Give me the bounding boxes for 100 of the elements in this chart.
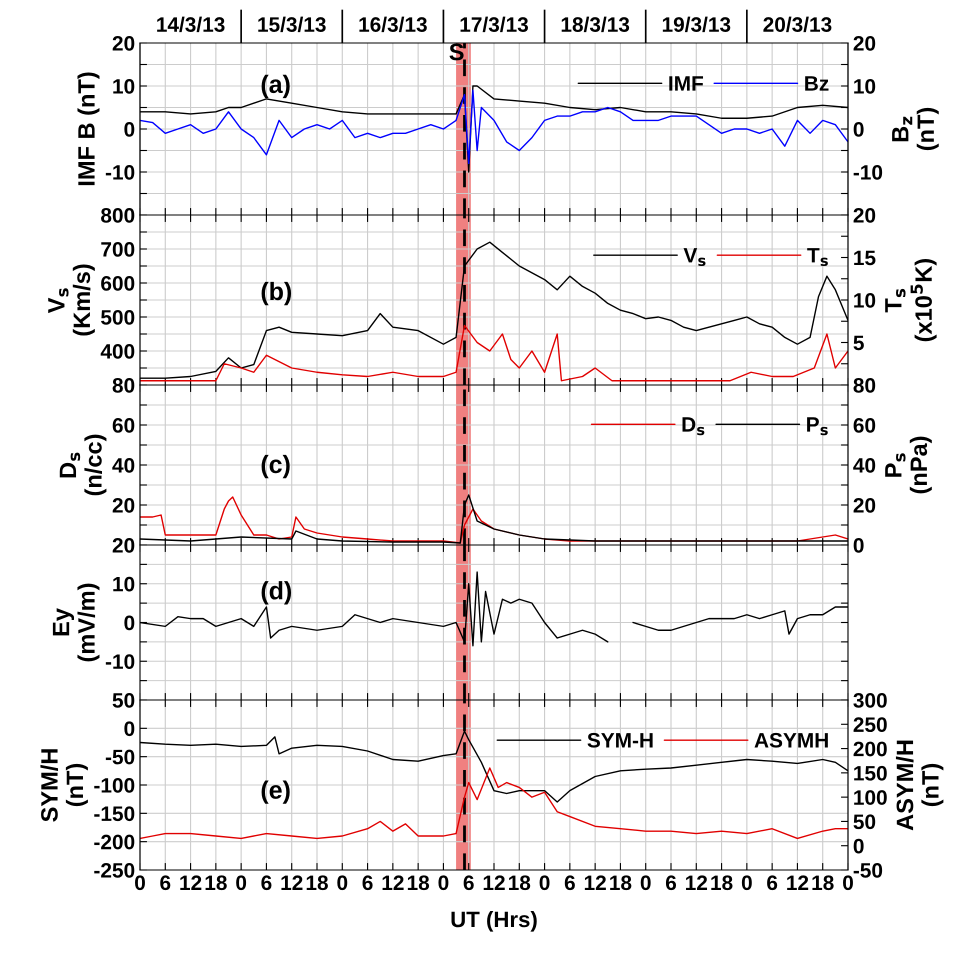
y2-tick-label: 20: [854, 208, 876, 223]
legend-label: V$_{s}$: [684, 248, 706, 266]
y-axis-title: SYM/H (nT): [40, 749, 88, 822]
x2-tick-label: 17/3/13: [460, 16, 528, 32]
y2-tick-label: 300: [853, 693, 887, 708]
y2-tick-label: 0: [854, 538, 864, 553]
x-tick-label: 6: [666, 875, 676, 890]
y2-tick-label: 80: [854, 378, 876, 393]
y-tick-label: 80: [112, 378, 134, 393]
x-tick-label: 0: [337, 875, 348, 890]
x-tick-label: 18: [306, 875, 328, 890]
x-axis-title: UT (Hrs): [452, 910, 537, 932]
y2-tick-label: 20: [854, 36, 876, 51]
y2-axis-title: ASYM/H (nT): [896, 740, 944, 830]
legend-label: ASYMH: [754, 732, 828, 748]
y-tick-label: 700: [101, 242, 134, 257]
x-tick-label: 12: [484, 875, 505, 890]
y2-tick-label: 10: [854, 293, 876, 308]
y2-tick-label: 150: [854, 766, 887, 781]
x-tick-label: 18: [812, 875, 834, 890]
y2-tick-label: 0: [854, 122, 864, 137]
x-tick-label: 0: [438, 875, 448, 890]
annotation: (d): [262, 581, 292, 604]
y-tick-label: 0: [124, 721, 134, 736]
y2-axis-title: B$_{z}$ (nT): [892, 108, 939, 150]
x-tick-label: 6: [464, 875, 474, 890]
y2-tick-label: 100: [854, 790, 887, 805]
x-tick-label: 6: [767, 875, 778, 890]
legend-label: D$_{s}$: [682, 417, 704, 436]
x-tick-label: 18: [610, 875, 632, 890]
y2-tick-label: 60: [854, 418, 876, 433]
y2-tick-label: 20: [854, 498, 876, 513]
y2-axis-title: T$_{s}$ (x10$^{5}$K): [885, 259, 937, 342]
x-tick-label: 6: [362, 875, 373, 890]
legend-label: T$_{s}$: [807, 248, 828, 266]
x-tick-label: 0: [236, 875, 246, 890]
y-tick-label: 20: [112, 538, 134, 553]
annotation: (e): [262, 780, 290, 804]
y-tick-label: 0: [124, 122, 134, 137]
x-tick-label: 12: [686, 875, 708, 890]
y-tick-label: 10: [113, 79, 134, 94]
y-tick-label: 0: [124, 616, 134, 630]
y2-tick-label: 40: [853, 458, 876, 473]
x-tick-label: 6: [160, 875, 170, 890]
y-tick-label: 10: [113, 576, 134, 592]
y-tick-label: -50: [106, 750, 134, 764]
x2-tick-label: 18/3/13: [562, 16, 630, 32]
x-tick-label: 12: [281, 875, 302, 890]
y-tick-label: 40: [112, 458, 134, 473]
y-tick-label: -250: [94, 863, 134, 878]
y-axis-title: D$_{s}$ (n/cc): [60, 434, 106, 496]
legend-label: P$_{s}$: [807, 417, 828, 436]
x-tick-label: 12: [584, 875, 606, 890]
x-tick-label: 0: [540, 875, 550, 890]
x2-tick-label: 14/3/13: [157, 16, 225, 32]
annotation: (c): [262, 454, 290, 478]
annotation: (a): [262, 74, 290, 98]
x-tick-label: 0: [135, 875, 145, 890]
y-tick-label: 500: [101, 310, 134, 325]
x-tick-label: 12: [382, 875, 404, 890]
y-axis-title: IMF B (nT): [77, 72, 100, 186]
y-tick-label: 400: [100, 344, 134, 359]
y-tick-label: 20: [112, 36, 134, 51]
x-tick-label: 18: [408, 875, 430, 890]
y2-tick-label: 5: [854, 336, 864, 350]
x-tick-label: 6: [261, 875, 272, 890]
x-tick-label: 12: [787, 875, 808, 890]
ref-line-label: S: [449, 44, 464, 60]
x2-tick-label: 16/3/13: [359, 16, 427, 32]
x-tick-label: 0: [640, 875, 651, 890]
y-tick-label: -150: [94, 806, 134, 822]
x2-tick-label: 15/3/13: [258, 16, 326, 32]
y-tick-label: -200: [94, 834, 134, 850]
x-tick-label: 0: [843, 875, 853, 890]
y-tick-label: 60: [112, 418, 134, 433]
y-tick-label: 600: [101, 276, 134, 291]
y2-tick-label: 10: [854, 79, 876, 94]
legend-label: Bz: [805, 76, 828, 91]
y2-axis-title: P$_{s}$ (nPa): [885, 436, 932, 494]
y2-tick-label: 200: [854, 742, 887, 756]
y-tick-label: 20: [112, 498, 134, 513]
y2-tick-label: -10: [854, 165, 882, 180]
y2-tick-label: 15: [854, 250, 876, 266]
x-tick-label: 12: [180, 875, 202, 890]
legend-label: IMF: [669, 76, 704, 91]
y-tick-label: -100: [94, 778, 134, 793]
y2-tick-label: -50: [854, 863, 882, 878]
y2-tick-label: 250: [854, 717, 887, 732]
y-tick-label: -10: [106, 165, 134, 180]
y-axis-title: Ey (mV/m): [52, 584, 100, 662]
x-tick-label: 18: [509, 875, 530, 890]
y-tick-label: -10: [106, 654, 134, 670]
y-axis-title: V$_{s}$ (Km/s): [48, 264, 95, 336]
x-tick-label: 18: [711, 875, 733, 890]
x2-tick-label: 20/3/13: [763, 16, 832, 32]
y2-tick-label: 50: [854, 814, 876, 830]
legend-label: SYM-H: [587, 732, 653, 748]
x-tick-label: 6: [564, 875, 575, 890]
y2-tick-label: 0: [854, 838, 864, 854]
y-tick-label: 800: [101, 208, 134, 223]
